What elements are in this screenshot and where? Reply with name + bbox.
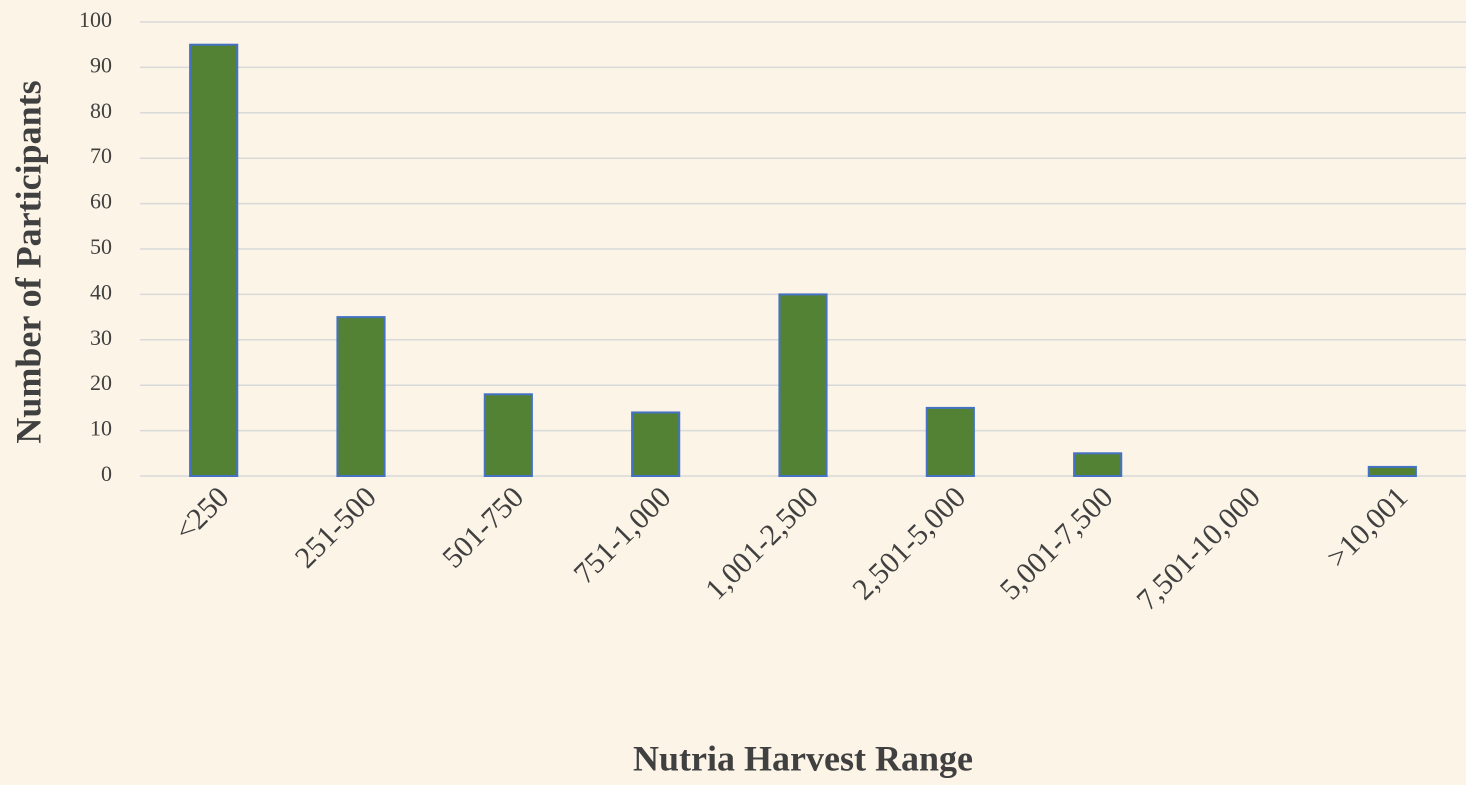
bar xyxy=(925,406,975,477)
y-tick-label: 80 xyxy=(90,98,112,123)
y-axis-title: Number of Participants xyxy=(8,80,48,443)
y-tick-label: 50 xyxy=(90,234,112,259)
y-tick-label: 20 xyxy=(90,370,112,395)
y-tick-label: 70 xyxy=(90,143,112,168)
x-axis-title: Nutria Harvest Range xyxy=(633,738,973,778)
y-tick-label: 10 xyxy=(90,416,112,441)
bar xyxy=(189,43,239,477)
y-tick-label: 40 xyxy=(90,279,112,304)
bar xyxy=(778,293,828,477)
y-tick-label: 100 xyxy=(79,7,112,32)
y-tick-label: 30 xyxy=(90,325,112,350)
y-tick-label: 90 xyxy=(90,52,112,77)
bar xyxy=(1073,452,1123,477)
bar xyxy=(336,316,386,477)
bar xyxy=(631,411,681,478)
y-tick-label: 0 xyxy=(101,461,112,486)
bar xyxy=(483,393,533,477)
y-tick-label: 60 xyxy=(90,189,112,214)
bar xyxy=(1367,465,1417,478)
